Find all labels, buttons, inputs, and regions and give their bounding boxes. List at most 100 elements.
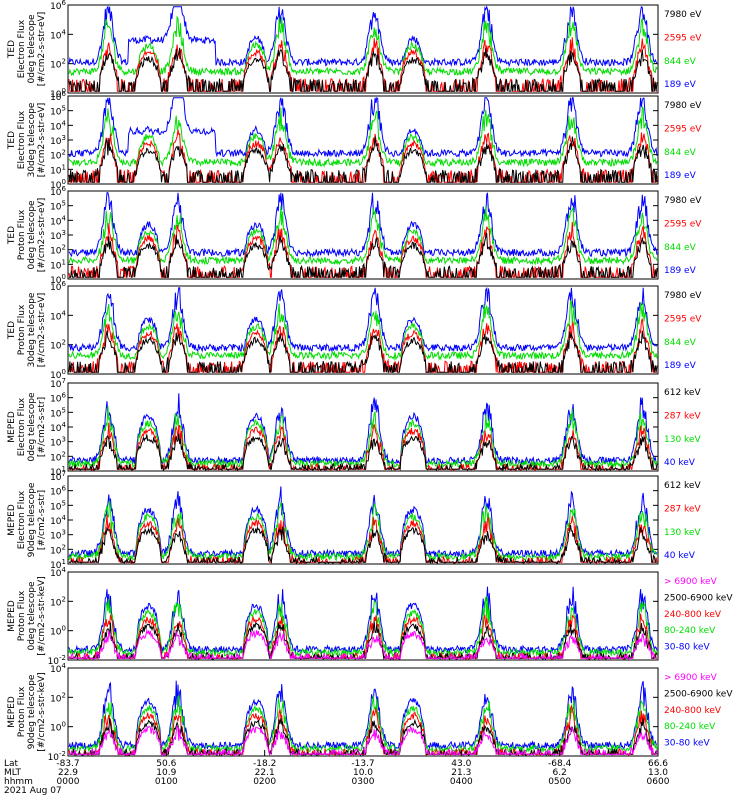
legend-entry: 189 eV	[664, 171, 697, 181]
x-tick-label: 0000	[57, 777, 80, 787]
y-tick-label: 100	[50, 721, 66, 734]
y-tick-label: 104	[50, 514, 66, 527]
y-tick-label: 106	[50, 185, 66, 198]
x-tick-label: 22.9	[58, 768, 78, 778]
series-line	[68, 596, 658, 658]
y-tick-label: 101	[50, 465, 66, 478]
x-tick-label: 13.0	[648, 768, 668, 778]
series-line	[68, 47, 658, 92]
y-tick-label: 107	[50, 377, 66, 390]
panel-frame	[67, 285, 659, 375]
series-line	[68, 694, 658, 755]
x-tick-label: 0600	[647, 777, 670, 787]
legend-entry: 612 keV	[664, 388, 701, 398]
series-line	[68, 680, 657, 751]
legend-entry: 189 eV	[664, 266, 697, 276]
legend-entry: 612 keV	[664, 481, 701, 491]
y-tick-label: 101	[50, 258, 66, 271]
y-axis-label: TEDProton Flux30deg telescope[#/cm2-s-st…	[7, 292, 47, 367]
y-tick-label: 103	[50, 229, 66, 242]
legend-entry: 240-800 keV	[664, 706, 722, 716]
y-tick-label: 104	[50, 214, 66, 227]
y-tick-label: 107	[50, 470, 66, 483]
legend-entry: 80-240 keV	[664, 722, 716, 732]
y-tick-label: 103	[50, 436, 66, 449]
y-tick-label: 100	[50, 178, 66, 191]
legend-entry: 130 keV	[664, 528, 701, 538]
y-tick-label: 102	[50, 450, 66, 463]
x-tick-label: 6.2	[553, 768, 567, 778]
series-line	[68, 586, 658, 655]
y-tick-label: 103	[50, 134, 66, 147]
legend-entry: 2595 eV	[664, 219, 702, 229]
y-tick-label: 105	[50, 105, 66, 118]
y-tick-label: 106	[50, 90, 66, 103]
x-tick-label: 50.6	[156, 759, 176, 769]
x-tick-label: 10.9	[156, 768, 176, 778]
y-tick-label: 106	[50, 485, 66, 498]
y-tick-label: 102	[50, 691, 66, 704]
x-tick-label: 0400	[450, 777, 473, 787]
series-line	[68, 192, 658, 258]
legend-entry: 287 keV	[664, 504, 701, 514]
legend-entry: 2595 eV	[664, 314, 702, 324]
series-line	[68, 628, 658, 661]
y-tick-label: 105	[50, 200, 66, 213]
series-line	[68, 500, 658, 562]
legend-entry: 189 eV	[664, 361, 697, 371]
legend-entry: > 6900 keV	[664, 577, 718, 587]
y-axis-label: MEPEDElectron Flux0deg telescope[#/cm2-s…	[7, 392, 47, 462]
legend-entry: 130 keV	[664, 435, 701, 445]
y-tick-label: 105	[50, 499, 66, 512]
legend-entry: > 6900 keV	[664, 673, 718, 683]
series-line	[68, 15, 658, 77]
y-tick-label: 102	[50, 339, 66, 352]
y-tick-label: 100	[50, 87, 66, 100]
legend-entry: 2595 eV	[664, 33, 702, 43]
legend-entry: 40 keV	[664, 551, 696, 561]
series-line	[68, 486, 658, 559]
y-tick-label: 102	[50, 543, 66, 556]
x-tick-label: 66.6	[648, 759, 668, 769]
series-line	[68, 105, 658, 168]
y-tick-label: 101	[50, 163, 66, 176]
y-tick-label: 104	[50, 119, 66, 132]
legend-entry: 7980 eV	[664, 101, 702, 111]
y-axis-label: MEPEDProton Flux90deg telescope[#/cm2-s-…	[7, 672, 47, 751]
legend-entry: 844 eV	[664, 57, 697, 67]
x-tick-label: 22.1	[255, 768, 275, 778]
x-row-label: hhmm	[4, 777, 33, 787]
y-tick-label: 10-2	[48, 654, 66, 667]
x-tick-label: -83.7	[56, 759, 79, 769]
y-tick-label: 104	[50, 421, 66, 434]
y-axis-label: TEDElectron Flux30deg telescope[#/cm2-s-…	[7, 102, 47, 177]
y-tick-label: 100	[50, 273, 66, 286]
legend-entry: 40 keV	[664, 458, 696, 468]
legend-entry: 2500-6900 keV	[664, 689, 733, 699]
series-line	[68, 5, 658, 68]
panel-frame	[67, 4, 659, 94]
x-row-label: MLT	[4, 768, 22, 778]
panel-frame	[67, 571, 659, 661]
x-tick-label: 0100	[155, 777, 178, 787]
x-row-label: Lat	[4, 759, 19, 769]
series-line	[69, 524, 657, 565]
y-tick-label: 103	[50, 529, 66, 542]
legend-entry: 80-240 keV	[664, 626, 716, 636]
x-row-label: 2021 Aug 07	[4, 786, 62, 796]
y-axis-label: TEDProton Flux0deg telescope[#/cm2-s-str…	[7, 198, 47, 273]
y-tick-label: 102	[50, 149, 66, 162]
y-tick-label: 101	[50, 558, 66, 571]
legend-entry: 7980 eV	[664, 10, 702, 20]
x-tick-label: 0200	[253, 777, 276, 787]
series-line	[69, 232, 658, 278]
x-tick-label: 0300	[352, 777, 375, 787]
y-axis-label: TEDElectron Flux0deg telescope[#/cm2-s-s…	[7, 12, 47, 87]
y-tick-label: 102	[50, 244, 66, 257]
series-line	[68, 205, 658, 266]
